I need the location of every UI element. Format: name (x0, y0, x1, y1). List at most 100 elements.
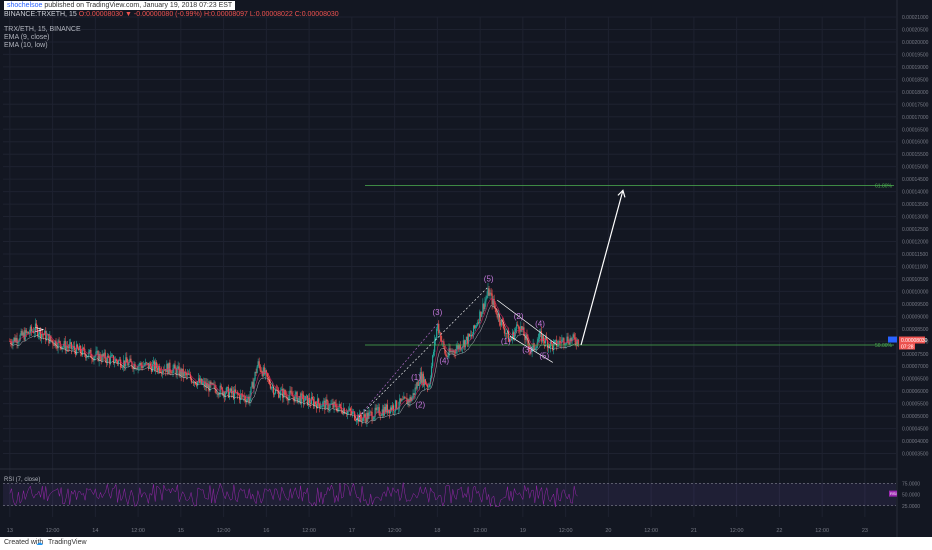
candle-body (477, 322, 479, 326)
candle-body (192, 381, 195, 384)
candle-body (527, 337, 529, 345)
candle-body (303, 400, 305, 403)
candle-body (262, 367, 264, 377)
candle-body (263, 367, 265, 375)
tradingview-logo-icon[interactable]: ☁ (36, 540, 43, 547)
candle-body (260, 370, 262, 372)
candle-body (470, 334, 473, 337)
footer-bar: Created with ☁ TradingView (0, 537, 932, 550)
candle-body (141, 365, 143, 368)
candle-body (566, 336, 568, 344)
candle-body (265, 370, 267, 373)
candle-body (231, 390, 234, 394)
candle-body (259, 365, 261, 371)
candle-body (514, 332, 516, 340)
candle-body (230, 388, 233, 394)
candle-body (545, 336, 548, 340)
x-tick-label: 12:00 (302, 528, 316, 534)
wave-label: (5) (484, 274, 494, 283)
candle-body (165, 369, 167, 373)
candles (9, 282, 579, 427)
candle-body (77, 348, 80, 351)
candle-body (258, 361, 260, 366)
candle-body (317, 398, 319, 409)
current-price-tag (899, 336, 925, 344)
candle-body (253, 379, 255, 389)
countdown-tag (899, 343, 915, 350)
candle-body (111, 355, 114, 356)
candle-body (114, 359, 117, 362)
candle-body (199, 378, 201, 383)
candle-body (461, 346, 463, 349)
candle-body (35, 323, 38, 327)
candle-body (162, 370, 164, 374)
symbol-ohlc-line: BINANCE:TRXETH, 15 O:0.00008030 ▼ -0.000… (4, 10, 339, 19)
candle-body (297, 397, 299, 403)
candle-body (246, 399, 248, 403)
candle-body (89, 349, 91, 352)
y-tick-label: 0.00017500 (902, 102, 929, 108)
candle-body (198, 378, 200, 382)
candle-body (362, 417, 364, 422)
candle-body (493, 298, 495, 306)
publish-info: shochelsoe published on TradingView.com,… (4, 1, 236, 10)
candle-body (509, 339, 512, 341)
candle-body (496, 313, 498, 318)
y-tick-label: 0.00004000 (902, 439, 929, 445)
candle-body (307, 397, 310, 406)
candle-body (321, 406, 323, 407)
candle-body (504, 333, 507, 334)
candle-body (357, 415, 359, 421)
candle-body (467, 333, 470, 344)
candle-body (356, 420, 358, 422)
candle-body (144, 362, 146, 366)
candle-body (543, 341, 546, 344)
candle-body (552, 343, 554, 350)
candle-body (43, 334, 45, 336)
candle-body (60, 345, 62, 350)
candle-body (378, 407, 380, 416)
candle-body (209, 381, 211, 392)
candle-body (139, 363, 141, 366)
candle-body (148, 363, 150, 369)
y-tick-label: 0.00015000 (902, 165, 929, 171)
candle-body (187, 373, 189, 375)
candle-body (339, 404, 341, 407)
candle-body (150, 366, 153, 372)
candle-body (108, 357, 110, 364)
candle-body (538, 332, 540, 339)
candle-body (255, 372, 257, 374)
candle-body (491, 293, 493, 305)
candle-body (105, 359, 107, 363)
candle-body (522, 327, 524, 331)
y-tick-label: 0.00007500 (902, 352, 929, 358)
candle-body (435, 337, 437, 341)
footer-brand[interactable]: TradingView (48, 539, 87, 546)
candle-body (473, 325, 475, 335)
y-tick-label: 0.00014000 (902, 190, 929, 196)
change-value: ▼ -0.00000080 (-0.99%) (125, 11, 203, 18)
candle-body (342, 408, 344, 414)
candle-body (282, 388, 284, 398)
rsi-label: RSI (7, close) (4, 477, 41, 483)
candle-body (413, 393, 415, 396)
candle-body (443, 341, 445, 347)
fib-level-label: 61.80% (875, 183, 893, 189)
candle-body (225, 387, 227, 394)
candle-body (138, 365, 140, 366)
candle-body (224, 393, 226, 397)
candle-body (203, 381, 205, 383)
candle-body (295, 392, 297, 395)
author-link[interactable]: shochelsoe (7, 2, 43, 9)
candle-body (331, 403, 333, 405)
legend-title: TRX/ETH, 15, BINANCE (4, 26, 81, 33)
candle-body (213, 384, 215, 386)
candle-body (254, 372, 256, 380)
candle-body (551, 341, 553, 344)
candle-body (403, 396, 405, 400)
candle-body (515, 328, 517, 333)
candle-body (488, 288, 490, 296)
x-tick-label: 12:00 (217, 528, 231, 534)
candle-body (462, 340, 464, 347)
